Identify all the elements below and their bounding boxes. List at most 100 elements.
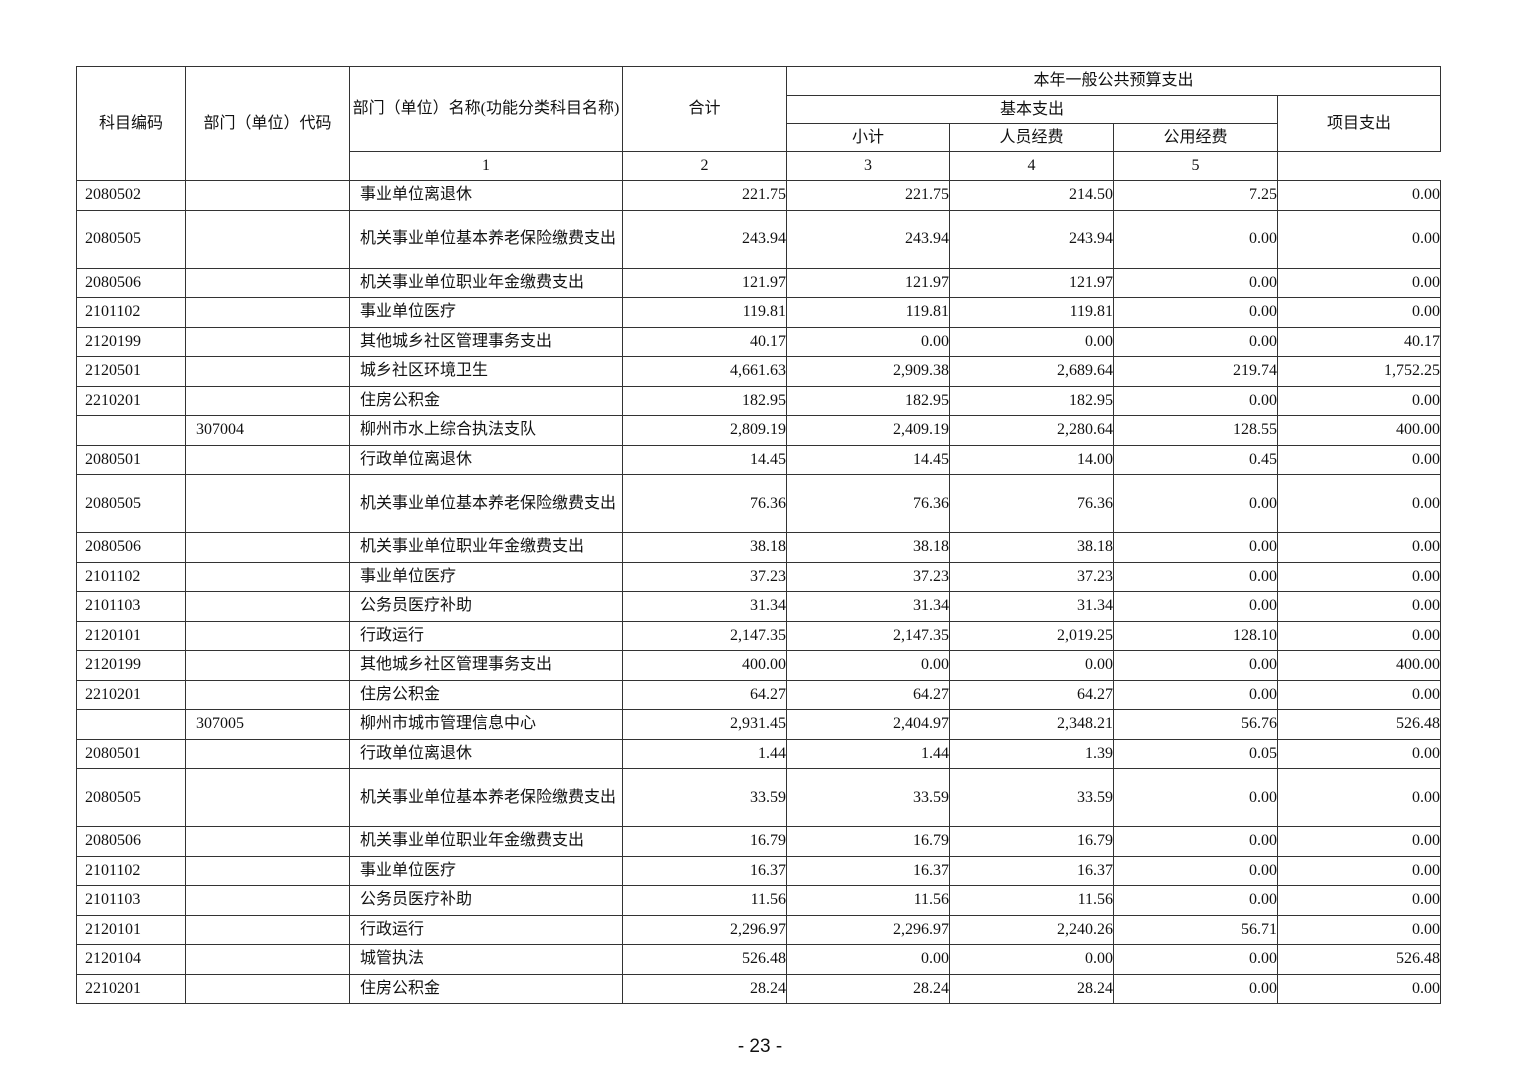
header-personnel: 人员经费 (949, 123, 1114, 152)
total-cell: 1.44 (622, 738, 787, 769)
public-cell: 0.00 (1113, 855, 1278, 886)
table-row: 2120501 城乡社区环境卫生 4,661.63 2,909.38 2,689.64 2… (76, 356, 1442, 387)
subject-code-cell: 2080505 (76, 768, 186, 827)
public-cell: 0.00 (1113, 532, 1278, 563)
dept-code-cell (185, 679, 350, 710)
dept-code-cell (185, 385, 350, 416)
dept-code-cell (185, 914, 350, 945)
dept-name-cell: 机关事业单位职业年金缴费支出 (349, 532, 623, 563)
total-cell: 2,931.45 (622, 709, 787, 740)
total-cell: 16.37 (622, 855, 787, 886)
subject-code-cell: 2080501 (76, 738, 186, 769)
public-cell: 0.00 (1113, 385, 1278, 416)
subject-code-cell: 2080506 (76, 826, 186, 857)
project-cell: 0.00 (1276, 855, 1442, 886)
project-cell: 0.00 (1276, 738, 1442, 769)
personnel-cell: 2,280.64 (949, 415, 1114, 446)
project-cell: 1,752.25 (1276, 356, 1442, 387)
subtotal-cell: 38.18 (786, 532, 950, 563)
personnel-cell: 0.00 (949, 650, 1114, 681)
dept-code-cell (185, 326, 350, 357)
personnel-cell: 214.50 (949, 180, 1114, 211)
subtotal-cell: 121.97 (786, 267, 950, 298)
header-col-num: 2 (622, 151, 787, 181)
total-cell: 38.18 (622, 532, 787, 563)
total-cell: 11.56 (622, 885, 787, 916)
subtotal-cell: 0.00 (786, 650, 950, 681)
header-group-title: 本年一般公共预算支出 (785, 66, 1442, 96)
subtotal-cell: 2,404.97 (786, 709, 950, 740)
subtotal-cell: 28.24 (786, 973, 950, 1004)
project-cell: 0.00 (1276, 474, 1442, 533)
project-cell: 0.00 (1276, 532, 1442, 563)
table-row: 2080501 行政单位离退休 14.45 14.45 14.00 0.45 0.00 (76, 444, 1442, 475)
table-body: 2080502 事业单位离退休 221.75 221.75 214.50 7.25 0.00… (76, 180, 1442, 1004)
header-subject-code: 科目编码 (76, 66, 186, 181)
table-row: 2080505 机关事业单位基本养老保险缴费支出 33.59 33.59 33.59 0.… (76, 768, 1442, 827)
personnel-cell: 0.00 (949, 944, 1114, 975)
public-cell: 0.05 (1113, 738, 1278, 769)
subject-code-cell: 2101102 (76, 855, 186, 886)
subject-code-cell: 2120101 (76, 914, 186, 945)
subtotal-cell: 16.37 (786, 855, 950, 886)
dept-name-cell: 行政运行 (349, 914, 623, 945)
project-cell: 40.17 (1276, 326, 1442, 357)
total-cell: 182.95 (622, 385, 787, 416)
project-cell: 0.00 (1276, 591, 1442, 622)
public-cell: 0.00 (1113, 297, 1278, 328)
table-row: 2080505 机关事业单位基本养老保险缴费支出 243.94 243.94 243.9… (76, 209, 1442, 269)
budget-expenditure-table: 科目编码 部门（单位）代码 部门（单位）名称(功能分类科目名称) 合计 本年一般… (76, 66, 1442, 1004)
dept-code-cell (185, 180, 350, 211)
personnel-cell: 2,240.26 (949, 914, 1114, 945)
personnel-cell: 76.36 (949, 474, 1114, 533)
subject-code-cell: 2210201 (76, 973, 186, 1004)
dept-name-cell: 公务员医疗补助 (349, 885, 623, 916)
dept-name-cell: 柳州市城市管理信息中心 (349, 709, 623, 740)
dept-name-cell: 住房公积金 (349, 385, 623, 416)
header-col-num: 4 (949, 151, 1114, 181)
table-row: 2120101 行政运行 2,296.97 2,296.97 2,240.26 56.71… (76, 914, 1442, 945)
header-dept-name: 部门（单位）名称(功能分类科目名称) (349, 66, 623, 152)
header-col-num: 3 (786, 151, 950, 181)
dept-code-cell (185, 297, 350, 328)
dept-code-cell: 307004 (185, 415, 350, 446)
dept-name-cell: 机关事业单位基本养老保险缴费支出 (349, 474, 623, 533)
total-cell: 64.27 (622, 679, 787, 710)
table-row: 2101103 公务员医疗补助 31.34 31.34 31.34 0.00 0.00 (76, 591, 1442, 622)
total-cell: 526.48 (622, 944, 787, 975)
subject-code-cell: 2080505 (76, 209, 186, 269)
dept-code-cell (185, 591, 350, 622)
table-row: 2101103 公务员医疗补助 11.56 11.56 11.56 0.00 0.00 (76, 885, 1442, 916)
project-cell: 0.00 (1276, 267, 1442, 298)
dept-code-cell (185, 944, 350, 975)
project-cell: 0.00 (1276, 385, 1442, 416)
public-cell: 0.00 (1113, 561, 1278, 592)
personnel-cell: 14.00 (949, 444, 1114, 475)
table-row: 2120104 城管执法 526.48 0.00 0.00 0.00 526.48 (76, 944, 1442, 975)
subtotal-cell: 64.27 (786, 679, 950, 710)
subject-code-cell: 2101102 (76, 561, 186, 592)
dept-code-cell (185, 474, 350, 533)
dept-name-cell: 机关事业单位职业年金缴费支出 (349, 267, 623, 298)
dept-code-cell (185, 885, 350, 916)
subject-code-cell: 2080501 (76, 444, 186, 475)
public-cell: 0.00 (1113, 650, 1278, 681)
project-cell: 400.00 (1276, 415, 1442, 446)
subtotal-cell: 2,147.35 (786, 620, 950, 651)
total-cell: 31.34 (622, 591, 787, 622)
dept-name-cell: 行政单位离退休 (349, 444, 623, 475)
subject-code-cell: 2101103 (76, 885, 186, 916)
subtotal-cell: 37.23 (786, 561, 950, 592)
personnel-cell: 119.81 (949, 297, 1114, 328)
project-cell: 0.00 (1276, 885, 1442, 916)
dept-code-cell (185, 973, 350, 1004)
total-cell: 2,809.19 (622, 415, 787, 446)
total-cell: 400.00 (622, 650, 787, 681)
subtotal-cell: 221.75 (786, 180, 950, 211)
public-cell: 128.10 (1113, 620, 1278, 651)
table-row: 307004 柳州市水上综合执法支队 2,809.19 2,409.19 2,280.6… (76, 415, 1442, 446)
total-cell: 2,296.97 (622, 914, 787, 945)
table-row: 2080506 机关事业单位职业年金缴费支出 38.18 38.18 38.18 0.00… (76, 532, 1442, 563)
project-cell: 0.00 (1276, 297, 1442, 328)
project-cell: 526.48 (1276, 709, 1442, 740)
